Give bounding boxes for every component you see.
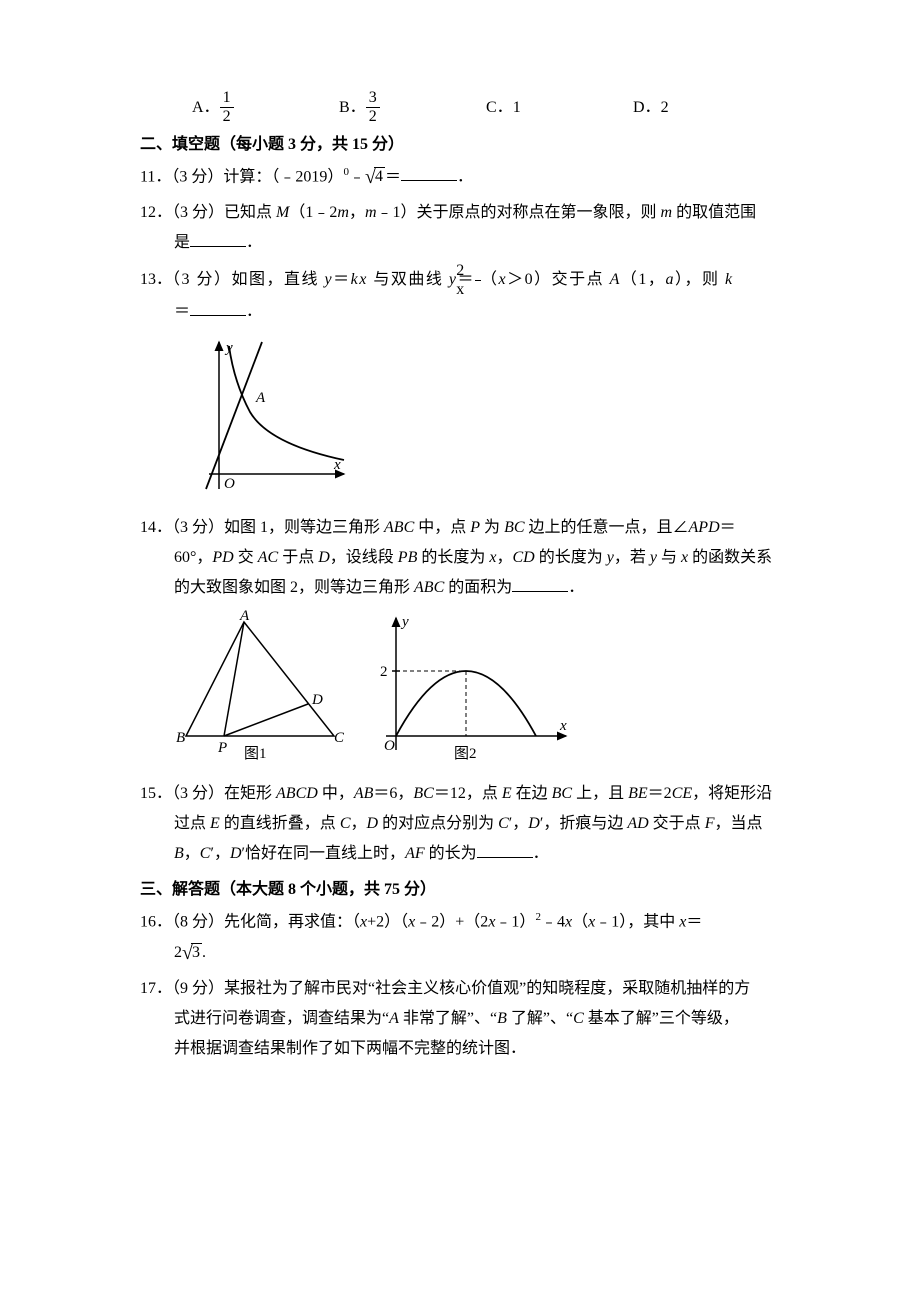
q17-num: 17． (140, 980, 172, 997)
opt-d-label: D． (633, 92, 661, 124)
svg-text:O: O (384, 738, 395, 754)
q12-num: 12． (140, 204, 172, 221)
q17: 17．（9 分）某报社为了解市民对“社会主义核心价值观”的知晓程度，采取随机抽样… (140, 973, 780, 1005)
q13-figure: A O x y (174, 334, 780, 506)
section-3-heading: 三、解答题（本大题 8 个小题，共 75 分） (140, 874, 780, 906)
q11-sqrt: √4 (365, 167, 385, 187)
svg-text:y: y (224, 340, 233, 356)
q12: 12．（3 分）已知点 M（1﹣2m，m﹣1）关于原点的对称点在第一象限，则 m… (140, 197, 780, 229)
opt-d-text: 2 (661, 92, 669, 124)
q16-num: 16． (140, 914, 172, 931)
q14-figures: A B C D P 图1 2 (174, 610, 780, 772)
opt-c-label: C． (486, 92, 513, 124)
q15-num: 15． (140, 785, 172, 802)
q10-option-a: A． 1 2 (192, 90, 339, 125)
opt-a-frac: 1 2 (220, 90, 234, 125)
q13-line2: ＝． (140, 296, 780, 328)
q10-option-b: B． 3 2 (339, 90, 486, 125)
q11-head: （3 分）计算：（﹣2019） (171, 168, 343, 185)
svg-text:x: x (333, 457, 341, 473)
q14: 14．（3 分）如图 1，则等边三角形 ABC 中，点 P 为 BC 边上的任意… (140, 512, 780, 544)
q15-blank (477, 843, 533, 858)
q13-blank (190, 301, 246, 316)
opt-b-label: B． (339, 92, 366, 124)
svg-text:y: y (400, 614, 409, 630)
opt-a-label: A． (192, 92, 220, 124)
q12-blank (190, 232, 246, 247)
q11-eq: ＝ (385, 168, 401, 185)
q10-option-c: C． 1 (486, 90, 633, 125)
q11-mid: ﹣ (349, 168, 365, 185)
q11-num: 11． (140, 168, 171, 185)
q14-figure-2: 2 O x y 图2 (368, 610, 578, 772)
opt-c-text: 1 (513, 92, 521, 124)
q13: 13．（3 分）如图，直线 y＝kx 与双曲线 y＝2x（x＞0）交于点 A（1… (140, 263, 780, 298)
svg-text:D: D (311, 692, 323, 708)
q11-blank (401, 166, 457, 181)
svg-text:x: x (559, 718, 567, 734)
svg-text:B: B (176, 730, 185, 746)
svg-text:图2: 图2 (454, 745, 477, 760)
page-root: A． 1 2 B． 3 2 C． 1 D． 2 二、填空题（每小题 3 分，共 … (0, 0, 920, 1302)
q10-option-d: D． 2 (633, 90, 780, 125)
q14-line2: 60°，PD 交 AC 于点 D，设线段 PB 的长度为 x，CD 的长度为 y… (140, 542, 780, 574)
q13-num: 13． (140, 272, 172, 289)
q14-line3: 的大致图象如图 2，则等边三角形 ABC 的面积为． (140, 572, 780, 604)
q14-figure-1: A B C D P 图1 (174, 610, 344, 772)
q14-blank (512, 577, 568, 592)
opt-b-frac: 3 2 (366, 90, 380, 125)
q16: 16．（8 分）先化简，再求值：（x+2）（x﹣2）+（2x﹣1）2﹣4x（x﹣… (140, 906, 780, 938)
svg-text:A: A (239, 610, 250, 624)
q17-line3: 并根据调查结果制作了如下两幅不完整的统计图． (140, 1033, 780, 1065)
svg-text:图1: 图1 (244, 745, 267, 760)
q15: 15．（3 分）在矩形 ABCD 中，AB＝6，BC＝12，点 E 在边 BC … (140, 778, 780, 810)
q10-options: A． 1 2 B． 3 2 C． 1 D． 2 (192, 90, 780, 125)
svg-text:A: A (255, 390, 266, 406)
q15-line3: B，C′，D′恰好在同一直线上时，AF 的长为． (140, 838, 780, 870)
svg-text:2: 2 (380, 664, 388, 680)
q16-sqrt: √3 (182, 943, 202, 963)
svg-text:P: P (217, 740, 227, 756)
q16-line2: 2√3. (140, 937, 780, 969)
q11: 11．（3 分）计算：（﹣2019）0﹣√4＝． (140, 161, 780, 193)
q15-line2: 过点 E 的直线折叠，点 C，D 的对应点分别为 C′，D′，折痕与边 AD 交… (140, 808, 780, 840)
q17-line2: 式进行问卷调查，调查结果为“A 非常了解”、“B 了解”、“C 基本了解”三个等… (140, 1003, 780, 1035)
svg-text:C: C (334, 730, 344, 746)
q12-line2: 是． (140, 227, 780, 259)
q11-tail: ． (457, 168, 473, 185)
svg-text:O: O (224, 476, 235, 492)
section-2-heading: 二、填空题（每小题 3 分，共 15 分） (140, 129, 780, 161)
q14-num: 14． (140, 519, 172, 536)
